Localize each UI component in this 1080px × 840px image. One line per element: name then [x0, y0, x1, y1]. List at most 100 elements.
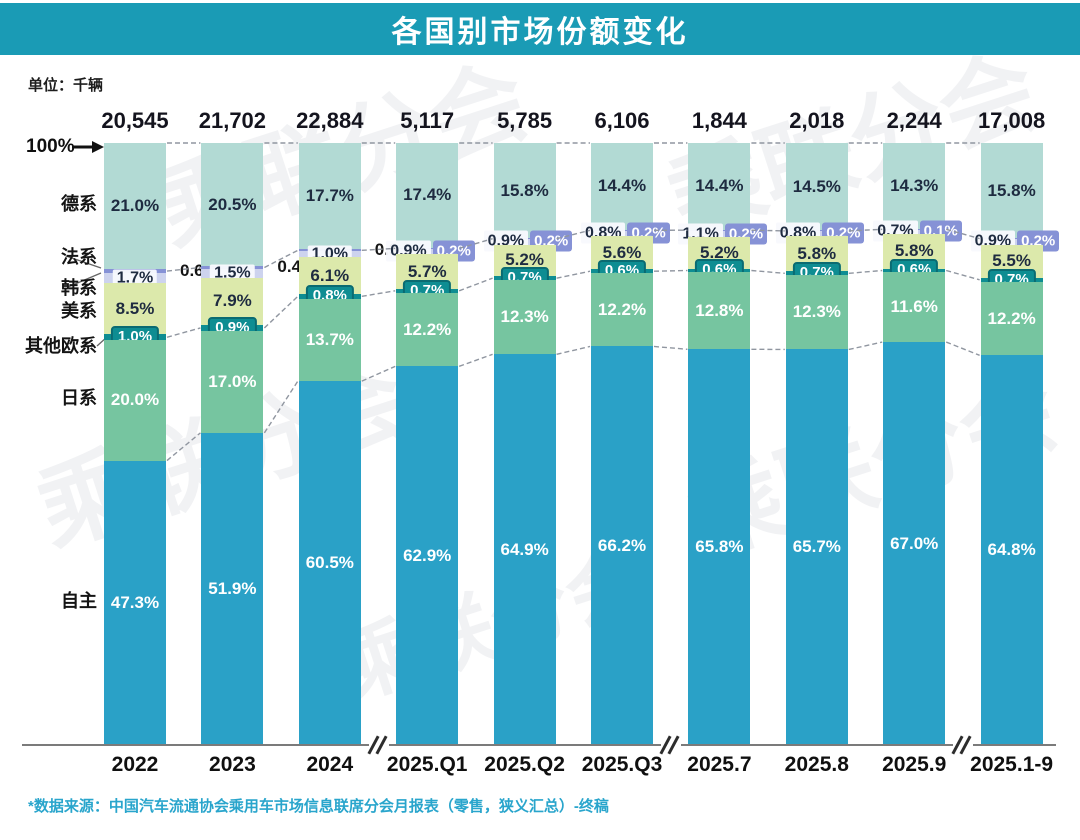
segment-label-domestic: 66.2% — [597, 535, 647, 555]
segment-label-german: 17.7% — [305, 186, 354, 206]
series-label-japanese: 日系 — [61, 388, 97, 408]
segment-label-domestic: 51.9% — [208, 578, 257, 598]
trend-connector-line — [556, 345, 591, 355]
segment-label-american: 8.5% — [115, 298, 155, 318]
segment-label-american: 5.7% — [407, 261, 447, 281]
segment-domestic — [396, 366, 459, 745]
trend-connector-line — [361, 365, 396, 382]
segment-german — [104, 143, 166, 270]
x-axis-label: 2024 — [306, 753, 354, 776]
segment-domestic — [104, 460, 166, 745]
segment-label-domestic: 60.5% — [305, 553, 354, 573]
segment-german — [688, 143, 751, 230]
segment-label-american: 5.2% — [505, 250, 544, 270]
segment-label-german: 15.8% — [987, 180, 1036, 200]
segment-label-german: 17.4% — [403, 185, 452, 205]
segment-german — [201, 143, 264, 267]
bar-total: 1,844 — [691, 108, 747, 133]
korean-label-text: 1.5% — [210, 264, 255, 282]
trend-connector-line — [166, 327, 201, 338]
series-label-domestic: 自主 — [61, 591, 97, 611]
segment-label-american: 6.1% — [310, 265, 350, 285]
segment-domestic — [591, 346, 653, 745]
segment-german — [396, 143, 459, 248]
segment-german — [883, 143, 946, 229]
segment-domestic — [883, 342, 946, 745]
source-note: *数据来源：中国汽车流通协会乘用车市场信息联席分会月报表（零售，狭义汇总）-终稿 — [28, 798, 609, 815]
segment-label-domestic: 64.8% — [987, 540, 1036, 560]
segment-label-german: 20.5% — [208, 194, 257, 214]
trend-connector-line — [263, 295, 299, 329]
series-label-french: 法系 — [61, 247, 97, 267]
unit-label: 单位：千辆 — [28, 77, 104, 94]
segment-label-domestic: 65.8% — [695, 537, 744, 557]
x-axis-label: 2025.Q3 — [581, 753, 663, 776]
segment-label-japanese: 17.0% — [208, 371, 257, 391]
segment-label-japanese: 13.7% — [305, 329, 354, 349]
segment-japanese — [298, 298, 361, 382]
segment-label-german: 14.4% — [597, 176, 647, 196]
segment-label-american: 7.9% — [213, 291, 252, 311]
bar-total: 5,117 — [400, 108, 455, 133]
trend-connector-line — [848, 269, 883, 275]
segment-german — [493, 143, 556, 239]
x-axis-label: 2025.Q1 — [386, 753, 468, 776]
korean-label-box: 1.5% — [210, 263, 255, 284]
bar-total: 2,244 — [886, 108, 942, 133]
segment-japanese — [883, 272, 946, 343]
segment-label-domestic: 67.0% — [890, 533, 939, 553]
segment-label-japanese: 12.8% — [695, 300, 744, 320]
segment-label-domestic: 65.7% — [792, 537, 841, 557]
segment-german — [785, 143, 848, 231]
trend-connector-line — [556, 270, 591, 279]
x-axis-label: 2025.7 — [687, 753, 752, 776]
segment-label-german: 14.4% — [695, 176, 744, 196]
segment-label-japanese: 12.3% — [792, 302, 841, 322]
x-axis-label: 2025.9 — [882, 753, 947, 776]
trend-connector-line — [946, 269, 980, 281]
trend-connector-line — [751, 269, 785, 275]
segment-japanese — [493, 280, 556, 355]
segment-label-japanese: 12.2% — [987, 308, 1036, 328]
korean-label-box: 1.7% — [112, 268, 158, 289]
bar-total: 6,106 — [594, 108, 650, 133]
axis-break — [951, 734, 974, 756]
x-axis-label: 2025.8 — [784, 753, 849, 776]
segment-label-american: 5.5% — [992, 251, 1031, 271]
x-axis-label: 2022 — [111, 753, 159, 776]
segment-domestic — [201, 432, 264, 745]
segment-japanese — [591, 273, 653, 347]
bar-total: 17,008 — [977, 108, 1046, 133]
x-axis-label: 2023 — [209, 753, 256, 776]
chart-title-bar: 各国别市场份额变化 — [0, 3, 1080, 55]
segment-domestic — [493, 354, 556, 745]
segment-label-german: 15.8% — [500, 180, 549, 200]
trend-connector-line — [263, 380, 299, 434]
segment-japanese — [785, 275, 848, 350]
segment-domestic — [980, 355, 1043, 745]
y-axis-100-label: 100% — [26, 136, 75, 157]
segment-label-german: 14.5% — [792, 176, 841, 196]
bar-total: 5,785 — [497, 108, 553, 133]
hundred-percent-arrow-head — [92, 141, 104, 153]
segment-japanese — [104, 340, 166, 461]
segment-label-japanese: 12.2% — [597, 299, 647, 319]
segment-japanese — [980, 281, 1043, 356]
trend-connector-line — [166, 432, 201, 462]
chart-title: 各国别市场份额变化 — [391, 16, 689, 49]
segment-label-domestic: 62.9% — [403, 545, 452, 565]
segment-label-japanese: 12.2% — [403, 319, 452, 339]
bar-total: 2,018 — [789, 108, 845, 133]
bar-total: 21,702 — [198, 108, 267, 133]
segment-label-german: 14.3% — [890, 176, 939, 195]
series-label-korean: 韩系 — [61, 278, 97, 298]
segment-label-american: 5.6% — [602, 242, 642, 262]
segment-label-japanese: 12.3% — [500, 307, 549, 327]
series-label-american: 美系 — [61, 301, 97, 321]
x-axis-label: 2025.Q2 — [484, 753, 565, 776]
segment-domestic — [298, 381, 361, 745]
segment-domestic — [688, 349, 751, 745]
segment-japanese — [688, 272, 751, 350]
segment-german — [298, 143, 361, 250]
